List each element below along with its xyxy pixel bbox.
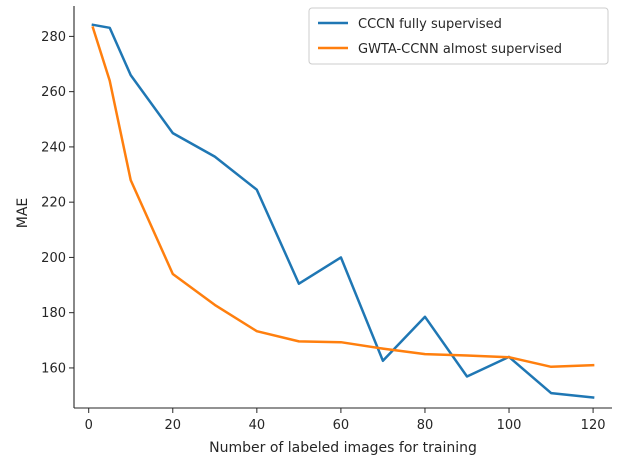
- series-line-cccn-fully-supervised: [91, 23, 595, 399]
- y-tick-label: 180: [41, 306, 66, 321]
- y-tick-labels: 160 180 200 220 240 260 280: [41, 30, 66, 377]
- y-tick-label: 200: [41, 251, 66, 266]
- x-tick-label: 40: [249, 418, 266, 433]
- x-tick-label: 80: [417, 418, 434, 433]
- y-ticks: [69, 35, 74, 369]
- legend-label-gwta-ccnn: GWTA-CCNN almost supervised: [358, 42, 562, 57]
- y-tick-label: 160: [41, 361, 66, 376]
- x-tick-labels: 0 20 40 60 80 100 120: [85, 418, 606, 433]
- x-tick-label: 100: [497, 418, 522, 433]
- x-ticks: [88, 408, 594, 413]
- y-tick-label: 220: [41, 196, 66, 211]
- legend-box: [308, 7, 609, 65]
- legend-label-cccn: CCCN fully supervised: [358, 17, 502, 32]
- y-tick-label: 260: [41, 85, 66, 100]
- y-tick-label: 240: [41, 140, 66, 155]
- x-tick-label: 120: [581, 418, 606, 433]
- x-tick-label: 0: [85, 418, 93, 433]
- y-tick-label: 280: [41, 30, 66, 45]
- series-line-gwta-ccnn-almost-supervised: [91, 26, 595, 369]
- y-axis-label: MAE: [15, 198, 31, 229]
- x-tick-label: 20: [165, 418, 182, 433]
- legend: CCCN fully supervised GWTA-CCNN almost s…: [308, 7, 609, 65]
- plot-lines: [91, 23, 595, 399]
- x-axis-label: Number of labeled images for training: [209, 440, 477, 456]
- x-tick-label: 60: [333, 418, 350, 433]
